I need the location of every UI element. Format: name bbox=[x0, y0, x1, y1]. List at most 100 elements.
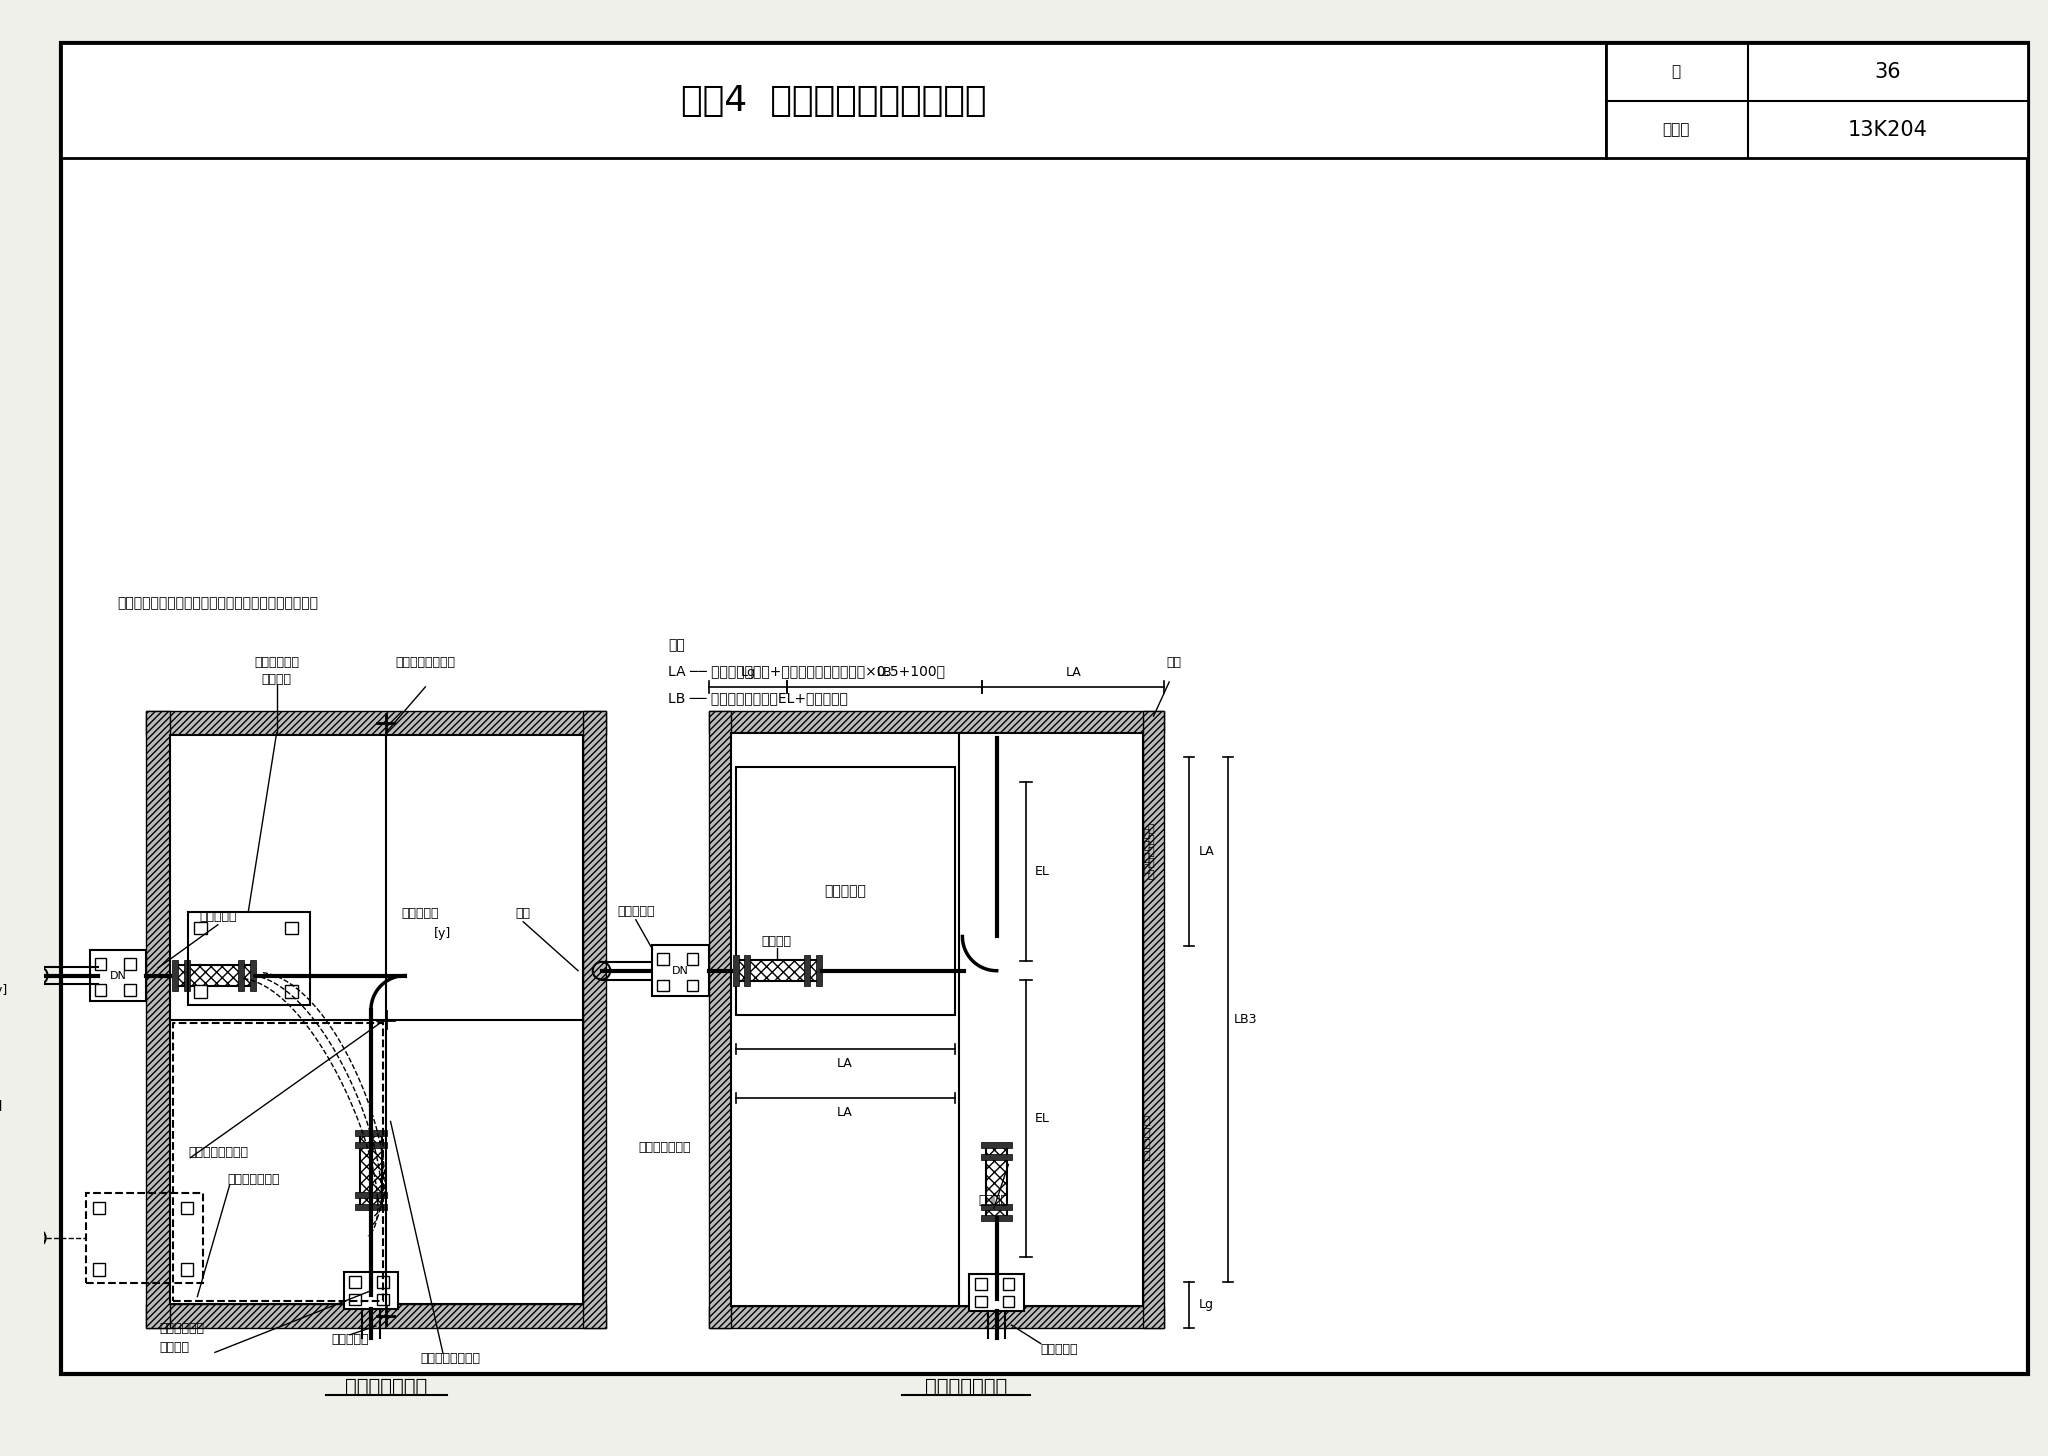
Text: [y]: [y] bbox=[434, 927, 451, 941]
Text: 位移变形示意图: 位移变形示意图 bbox=[346, 1377, 428, 1396]
Bar bbox=[90, 951, 147, 1002]
Bar bbox=[92, 1201, 104, 1214]
Bar bbox=[981, 1142, 1012, 1147]
Text: DN: DN bbox=[672, 965, 690, 976]
Text: EL: EL bbox=[1034, 865, 1051, 878]
Text: LA: LA bbox=[1198, 846, 1214, 858]
Bar bbox=[735, 767, 954, 1015]
Bar bbox=[1004, 1278, 1014, 1290]
Bar bbox=[709, 1306, 1163, 1328]
Bar bbox=[584, 712, 606, 1328]
Bar bbox=[709, 712, 1163, 732]
Bar bbox=[195, 986, 207, 999]
Bar bbox=[731, 732, 1143, 1306]
Bar bbox=[657, 980, 670, 992]
Text: 页: 页 bbox=[1671, 64, 1681, 79]
Bar bbox=[174, 965, 254, 986]
Bar bbox=[733, 955, 739, 986]
Bar bbox=[195, 922, 207, 935]
Bar bbox=[377, 1294, 389, 1306]
Text: 位移空间包络线: 位移空间包络线 bbox=[639, 1142, 692, 1155]
Bar bbox=[1606, 42, 2028, 159]
Text: LB3: LB3 bbox=[1233, 1013, 1257, 1026]
Bar bbox=[285, 922, 299, 935]
Text: [y]: [y] bbox=[0, 1101, 4, 1114]
Text: 下固定台架: 下固定台架 bbox=[332, 1334, 369, 1347]
Bar bbox=[981, 1153, 1012, 1159]
Text: 初始安装位置: 初始安装位置 bbox=[254, 657, 299, 668]
Text: 上固定台架: 上固定台架 bbox=[616, 906, 655, 919]
Text: EL: EL bbox=[1034, 1112, 1051, 1125]
Bar bbox=[686, 980, 698, 992]
Bar bbox=[975, 1278, 987, 1290]
Bar bbox=[1143, 712, 1163, 1328]
Text: 注：: 注： bbox=[668, 638, 684, 652]
Bar bbox=[354, 1142, 387, 1147]
Bar bbox=[686, 954, 698, 965]
Text: 车挡: 车挡 bbox=[1167, 657, 1182, 668]
Text: DN: DN bbox=[111, 971, 127, 980]
Bar bbox=[94, 984, 106, 996]
Bar bbox=[815, 955, 821, 986]
Bar bbox=[86, 1192, 203, 1283]
Text: Lg: Lg bbox=[1198, 1299, 1214, 1312]
Text: 36: 36 bbox=[1874, 61, 1901, 82]
Bar bbox=[350, 1294, 360, 1306]
Bar bbox=[147, 1305, 606, 1328]
Bar bbox=[147, 712, 170, 1328]
Bar bbox=[969, 1274, 1024, 1312]
Bar bbox=[125, 958, 135, 970]
Bar bbox=[709, 712, 731, 1328]
Bar bbox=[180, 1201, 193, 1214]
Bar bbox=[125, 984, 135, 996]
Bar bbox=[985, 1144, 1008, 1219]
Bar bbox=[170, 735, 584, 1305]
Text: 下固定台架: 下固定台架 bbox=[1040, 1342, 1077, 1356]
Bar bbox=[184, 960, 190, 992]
Bar bbox=[92, 1264, 104, 1275]
Bar bbox=[377, 1275, 389, 1287]
Bar bbox=[238, 960, 244, 992]
Text: 位移空间包络线: 位移空间包络线 bbox=[227, 1172, 281, 1185]
Text: 车挡: 车挡 bbox=[516, 907, 530, 920]
Bar bbox=[354, 1204, 387, 1210]
Bar bbox=[805, 955, 811, 986]
Text: 金属软管: 金属软管 bbox=[262, 673, 291, 686]
Bar bbox=[354, 1192, 387, 1198]
Bar bbox=[735, 960, 819, 981]
Text: LA: LA bbox=[838, 1107, 852, 1120]
Text: 附录4  水平隔震连接位移变形: 附录4 水平隔震连接位移变形 bbox=[680, 83, 987, 118]
Text: 地震可能变形位置: 地震可能变形位置 bbox=[395, 657, 455, 668]
Text: 金属软管: 金属软管 bbox=[762, 935, 793, 948]
Text: LA ── 设计允许移动量+移动小车的对角线边长×0.5+100。: LA ── 设计允许移动量+移动小车的对角线边长×0.5+100。 bbox=[668, 664, 944, 678]
Bar bbox=[172, 1022, 383, 1302]
Text: [y]: [y] bbox=[0, 984, 8, 997]
Text: 位移空间包络线: 位移空间包络线 bbox=[926, 1377, 1008, 1396]
Bar bbox=[188, 911, 309, 1005]
Bar bbox=[354, 1130, 387, 1136]
Text: 金属软管: 金属软管 bbox=[979, 1194, 1010, 1207]
Bar bbox=[172, 960, 178, 992]
Text: 初始安装位置: 初始安装位置 bbox=[160, 1322, 205, 1335]
Bar bbox=[350, 1275, 360, 1287]
Text: 移动车平台: 移动车平台 bbox=[823, 884, 866, 898]
Bar bbox=[975, 1296, 987, 1307]
Text: 13K204: 13K204 bbox=[1847, 119, 1927, 140]
Bar bbox=[147, 712, 606, 735]
Bar bbox=[657, 954, 670, 965]
Text: LB: LB bbox=[877, 665, 893, 678]
Bar bbox=[1004, 1296, 1014, 1307]
Text: 上固定台架: 上固定台架 bbox=[199, 910, 238, 923]
Text: 地震可能变形位置: 地震可能变形位置 bbox=[188, 1146, 248, 1159]
Text: 地震可能变形位置: 地震可能变形位置 bbox=[420, 1351, 481, 1364]
Bar bbox=[61, 42, 1606, 159]
Bar bbox=[981, 1216, 1012, 1222]
Text: Lg: Lg bbox=[741, 665, 756, 678]
Text: LB ── 金属软管安装长度EL+弯管长度。: LB ── 金属软管安装长度EL+弯管长度。 bbox=[668, 690, 848, 705]
Bar bbox=[360, 1133, 381, 1207]
Bar bbox=[653, 945, 709, 996]
Text: 弯
管
长
度: 弯 管 长 度 bbox=[1143, 830, 1151, 874]
Bar bbox=[94, 958, 106, 970]
Bar bbox=[250, 960, 256, 992]
Bar bbox=[743, 955, 750, 986]
